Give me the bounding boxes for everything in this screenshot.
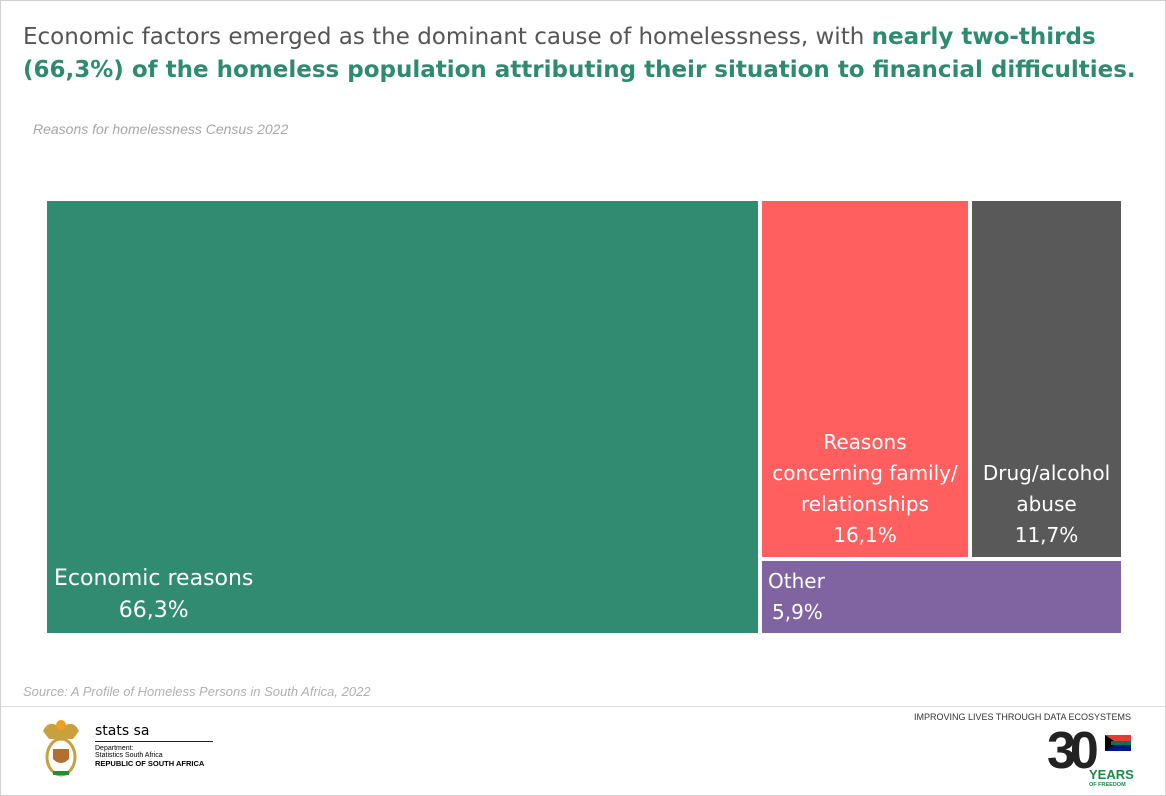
cell-label: Drug/alcohol abuse [982,461,1111,516]
coat-of-arms-icon [43,720,79,777]
cell-value: 11,7% [1014,523,1079,547]
logo-freedom: OF FREEDOM [1089,782,1126,788]
headline-emphasis: nearly two-thirds (66,3%) of the homeles… [23,24,1136,83]
cell-value: 16,1% [833,523,897,547]
treemap-cell-economic: Economic reasons 66,3% [47,201,758,633]
source-note: Source: A Profile of Homeless Persons in… [23,684,371,699]
treemap-cell-other: Other 5,9% [762,561,1121,633]
sa-flag-icon [1105,735,1131,751]
cell-label: Economic reasons [54,566,254,591]
30-years-logo: 30 YEARS OF FREEDOM [1047,722,1134,788]
cell-label: Other [768,569,825,593]
divider [1,706,1165,707]
brand-name: stats sa [95,723,213,742]
cell-value: 66,3% [118,598,189,623]
tagline: IMPROVING LIVES THROUGH DATA ECOSYSTEMS [914,712,1132,722]
treemap-cell-family: Reasons concerning family/ relationships… [762,201,968,557]
treemap-cell-drug-alcohol: Drug/alcohol abuse 11,7% [972,201,1121,557]
logo-years: YEARS [1089,767,1134,782]
cell-label: Reasons concerning family/ relationships [772,430,958,516]
headline: Economic factors emerged as the dominant… [23,21,1153,87]
headline-plain: Economic factors emerged as the dominant… [23,24,872,50]
republic-label: REPUBLIC OF SOUTH AFRICA [95,759,205,768]
dept-name: Statistics South Africa [95,752,163,759]
dept-label: Department: [95,745,134,752]
cell-value: 5,9% [772,600,823,624]
chart-title: Reasons for homelessness Census 2022 [33,121,289,137]
